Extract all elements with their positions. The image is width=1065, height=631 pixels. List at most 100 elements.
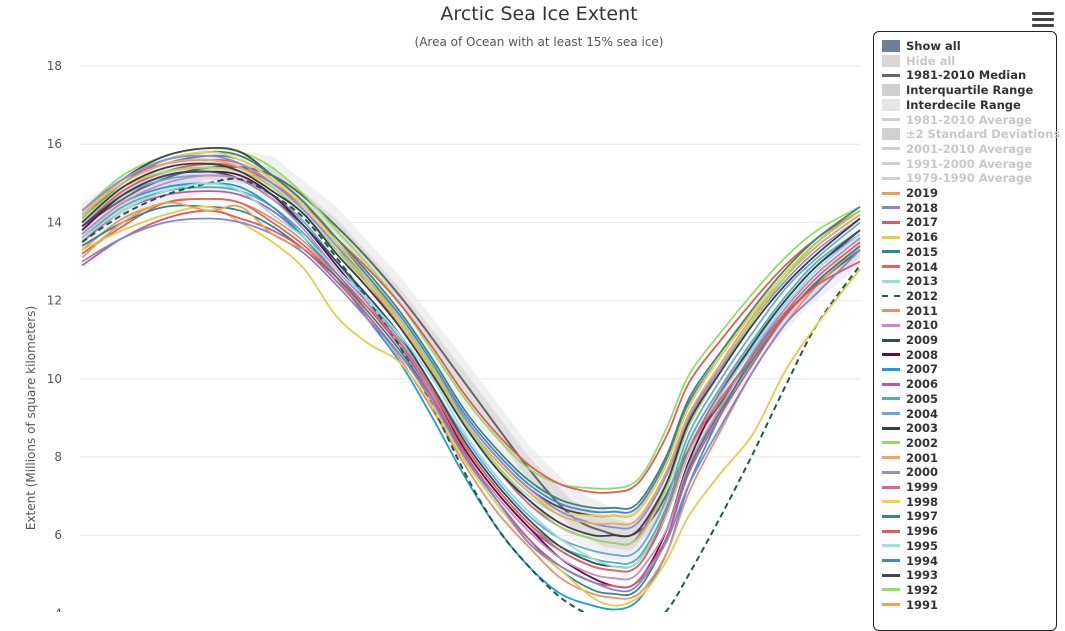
legend-swatch (882, 397, 900, 401)
chart-legend: Show all Hide all 1981-2010 Median Interqua… (873, 31, 1060, 631)
legend-swatch (882, 426, 900, 430)
legend-label: 2012 (906, 288, 939, 303)
legend-swatch (882, 603, 900, 607)
menu-bar (1032, 12, 1054, 15)
series-1997[interactable] (81, 150, 861, 510)
hamburger-menu-icon[interactable] (1032, 12, 1054, 30)
series-2010[interactable] (81, 174, 861, 581)
legend-item-2009[interactable]: 2009 (882, 333, 938, 347)
legend-item-2015[interactable]: 2015 (882, 245, 938, 259)
series-2000[interactable] (81, 154, 861, 530)
series-2014[interactable] (81, 197, 861, 573)
y-tick-label: 4 (54, 606, 62, 612)
legend-swatch (882, 191, 900, 195)
legend-item-2001[interactable]: 2001 (882, 451, 938, 465)
legend-label: 2014 (906, 259, 939, 274)
legend-item-1981-2010-median[interactable]: 1981-2010 Median (882, 68, 1026, 82)
legend-label: 2005 (906, 391, 939, 406)
legend-label: 2007 (906, 362, 939, 377)
legend-swatch (882, 73, 900, 77)
series-2012[interactable] (81, 177, 861, 612)
legend-item-1996[interactable]: 1996 (882, 524, 938, 538)
y-tick-label: 8 (54, 450, 62, 464)
legend-swatch (882, 147, 900, 151)
legend-item-2014[interactable]: 2014 (882, 260, 938, 274)
legend-swatch (882, 338, 900, 342)
legend-label: 1991-2000 Average (906, 156, 1033, 171)
y-tick-label: 16 (47, 137, 62, 151)
series-2017[interactable] (81, 209, 861, 589)
legend-label: 2009 (906, 333, 939, 347)
legend-swatch (882, 309, 900, 313)
legend-item-1997[interactable]: 1997 (882, 509, 938, 523)
legend-item-2008[interactable]: 2008 (882, 348, 938, 362)
legend-item-hide-all[interactable]: Hide all (882, 54, 955, 68)
legend-item-2016[interactable]: 2016 (882, 230, 938, 244)
legend-item-interquartile-range[interactable]: Interquartile Range (882, 83, 1033, 97)
legend-item-1998[interactable]: 1998 (882, 495, 938, 509)
legend-item-interdecile-range[interactable]: Interdecile Range (882, 98, 1021, 112)
legend-item-2003[interactable]: 2003 (882, 421, 938, 435)
legend-swatch (882, 412, 900, 415)
legend-item-1995[interactable]: 1995 (882, 539, 938, 553)
series-2019[interactable] (81, 201, 305, 259)
legend-label: 1992 (906, 582, 939, 597)
legend-label: 2000 (906, 465, 939, 480)
series-2018[interactable] (81, 217, 861, 593)
legend-item-1993[interactable]: 1993 (882, 568, 938, 582)
legend-label: 2008 (906, 347, 939, 362)
legend-item-2001-2010-average[interactable]: 2001-2010 Average (882, 142, 1032, 156)
legend-swatch (882, 456, 900, 460)
legend-item-1991-2000-average[interactable]: 1991-2000 Average (882, 157, 1032, 171)
legend-label: 1998 (906, 494, 939, 509)
y-axis-ticks: 4 6 8 10 12 14 16 18 (47, 59, 62, 612)
legend-item-2018[interactable]: 2018 (882, 201, 938, 215)
legend-item-2011[interactable]: 2011 (882, 304, 938, 318)
series-lines (81, 146, 861, 612)
series-2001[interactable] (81, 158, 861, 526)
legend-label: 2006 (906, 377, 939, 392)
legend-swatch (882, 559, 900, 562)
legend-label: 2016 (906, 230, 939, 245)
legend-label: 2013 (906, 274, 939, 289)
legend-item-1981-2010-average[interactable]: 1981-2010 Average (882, 113, 1032, 127)
legend-swatch (882, 118, 900, 121)
legend-item-1991[interactable]: 1991 (882, 598, 938, 612)
legend-item-2017[interactable]: 2017 (882, 215, 938, 229)
series-2003[interactable] (81, 162, 861, 538)
legend-item-1979-1990-average[interactable]: 1979-1990 Average (882, 171, 1032, 185)
legend-item-2010[interactable]: 2010 (882, 318, 938, 332)
legend-item-2007[interactable]: 2007 (882, 362, 938, 376)
legend-item-1999[interactable]: 1999 (882, 480, 938, 494)
legend-item-2000[interactable]: 2000 (882, 465, 938, 479)
legend-item-show-all[interactable]: Show all (882, 39, 961, 53)
legend-item-2019[interactable]: 2019 (882, 186, 938, 200)
legend-swatch (882, 382, 900, 386)
legend-label: 1981-2010 Median (906, 68, 1027, 83)
legend-item-2004[interactable]: 2004 (882, 407, 938, 421)
legend-label: 2018 (906, 200, 939, 215)
legend-swatch (882, 500, 900, 504)
legend-item-2002[interactable]: 2002 (882, 436, 938, 450)
legend-item-2012[interactable]: 2012 (882, 289, 938, 303)
legend-label: 2019 (906, 186, 939, 200)
legend-item--2-standard-deviations[interactable]: ±2 Standard Deviations (882, 127, 1060, 141)
legend-item-1994[interactable]: 1994 (882, 554, 938, 568)
y-tick-label: 12 (47, 294, 62, 308)
chart-subtitle: (Area of Ocean with at least 15% sea ice… (414, 35, 664, 49)
y-tick-label: 18 (47, 59, 62, 73)
legend-swatch (882, 40, 900, 52)
legend-item-2005[interactable]: 2005 (882, 392, 938, 406)
legend-swatch (882, 367, 900, 371)
legend-label: 1999 (906, 480, 939, 494)
legend-swatch (882, 441, 900, 445)
range-bands (82, 148, 861, 563)
legend-item-2006[interactable]: 2006 (882, 377, 938, 391)
series-2013[interactable] (81, 182, 861, 569)
legend-swatch (882, 353, 900, 357)
legend-item-1992[interactable]: 1992 (882, 583, 938, 597)
legend-item-2013[interactable]: 2013 (882, 274, 938, 288)
legend-label: Show all (906, 39, 961, 53)
legend-swatch (882, 573, 900, 577)
chart-title: Arctic Sea Ice Extent (440, 3, 638, 25)
